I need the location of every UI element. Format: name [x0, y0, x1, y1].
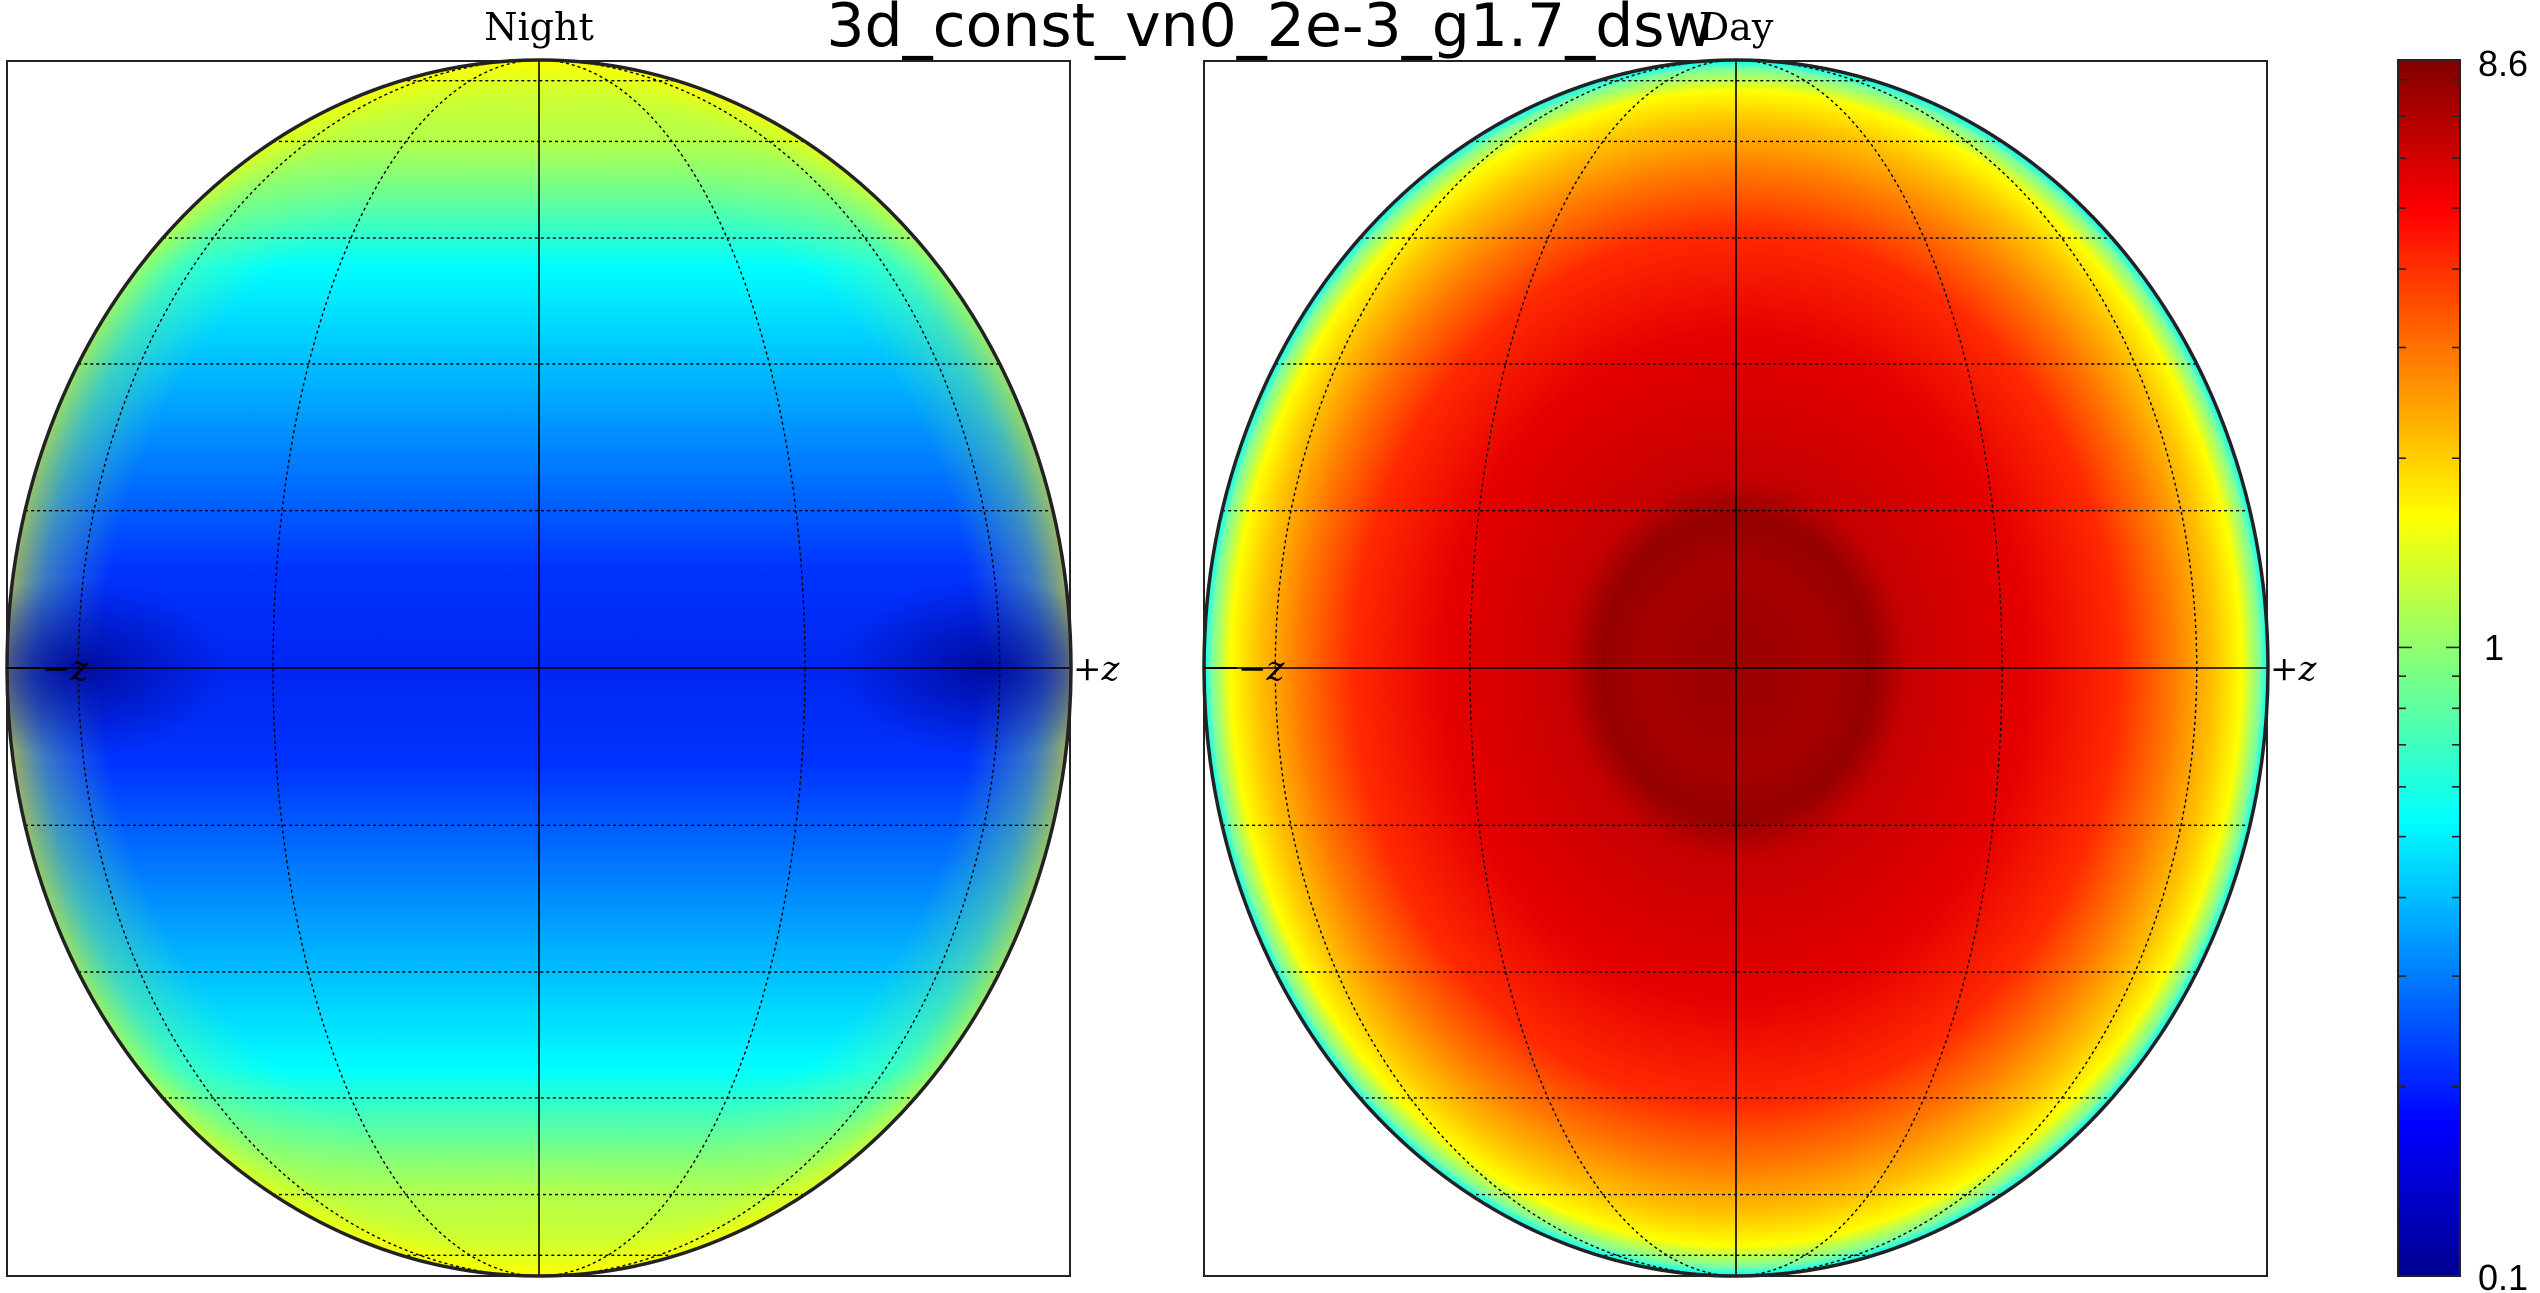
colorbar: 8.6 1 0.1: [2397, 43, 2528, 1293]
day-meridian-line: [1274, 60, 2198, 1276]
day-meridian-line: [1469, 60, 2003, 1276]
night-panel-title: Night: [484, 5, 593, 49]
colorbar-min-label: 0.1: [2478, 1257, 2528, 1293]
figure-title: 3d_const_vn0_2e-3_g1.7_dsw: [826, 0, 1713, 61]
night-graticule: [7, 60, 1071, 1276]
day-minus-z-label: −z: [1238, 649, 1285, 689]
day-graticule: [1204, 60, 2268, 1276]
night-meridian-line: [77, 60, 1001, 1276]
day-plus-z-label: +z: [2270, 649, 2317, 689]
night-minus-z-label: −z: [42, 649, 89, 689]
night-heatmap: [7, 60, 1071, 1276]
night-plus-z-label: +z: [1073, 649, 1120, 689]
night-meridian-line: [272, 60, 806, 1276]
colorbar-ticks: [2398, 78, 2460, 1088]
colorbar-bar: [2397, 59, 2461, 1277]
day-heatmap: [1204, 60, 2268, 1276]
night-panel: Night −z +z: [5, 5, 1120, 1278]
day-panel-title: Day: [1699, 5, 1774, 49]
colorbar-max-label: 8.6: [2478, 43, 2528, 84]
day-panel: Day −z +z: [1202, 5, 2317, 1278]
colorbar-one-label: 1: [2484, 627, 2504, 668]
